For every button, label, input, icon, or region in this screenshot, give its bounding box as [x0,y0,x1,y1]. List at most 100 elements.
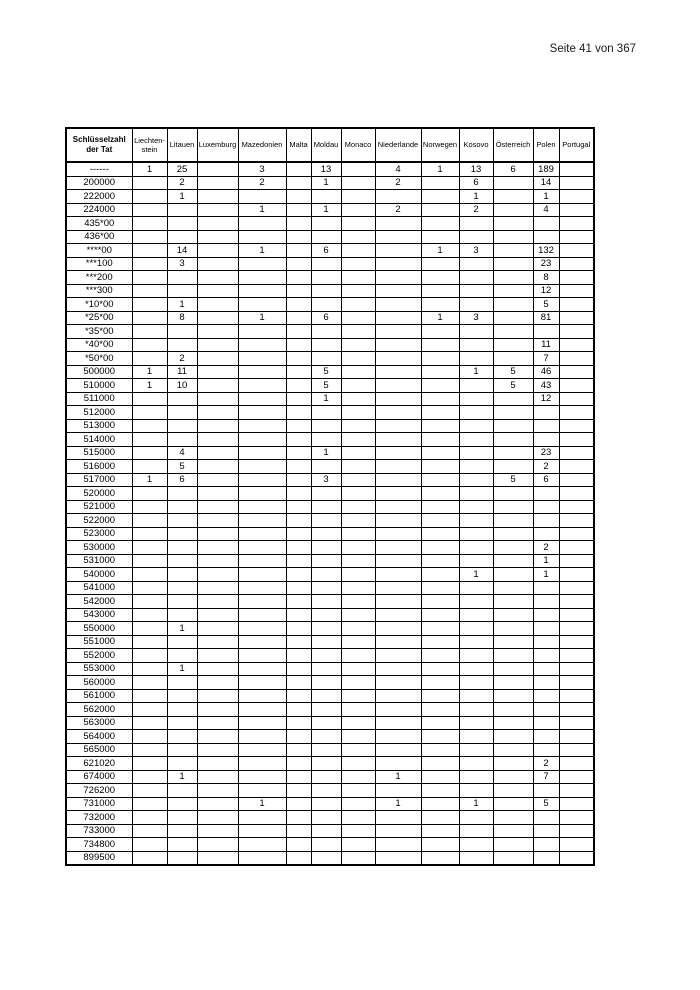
value-cell: 1 [310,175,342,190]
table-row: 511000 1 12 [65,391,595,406]
row-key-cell: 560000 [65,675,133,690]
value-cell [492,729,534,744]
value-cell: 2 [374,175,422,190]
value-cell: 6 [458,175,494,190]
value-cell [131,742,168,757]
value-cell [285,351,312,366]
value-cell: 11 [166,364,198,379]
value-cell [492,850,534,866]
column-header: Malta [285,127,312,163]
value-cell [458,850,494,866]
value-cell [196,810,239,825]
value-cell [458,526,494,541]
value-cell [131,229,168,244]
value-cell [340,189,376,204]
value-cell [532,729,560,744]
value-cell [196,189,239,204]
value-cell [131,310,168,325]
value-cell: 3 [458,243,494,258]
value-cell [196,161,239,177]
value-cell [196,472,239,487]
value-cell [310,850,342,866]
value-cell: 5 [532,297,560,312]
value-cell [492,796,534,811]
table-row: 563000 [65,715,595,730]
value-cell [420,675,460,690]
value-cell [340,216,376,231]
value-cell [558,621,595,636]
table-row: 733000 [65,823,595,838]
value-cell [196,823,239,838]
value-cell: 7 [532,769,560,784]
value-cell [131,621,168,636]
value-cell [237,837,287,852]
row-key-cell: *40*00 [65,337,133,352]
value-cell [196,594,239,609]
value-cell: 1 [420,243,460,258]
row-key-cell: ***200 [65,270,133,285]
value-cell: 2 [532,459,560,474]
value-cell [558,337,595,352]
value-cell [237,810,287,825]
value-cell [310,796,342,811]
value-cell [458,688,494,703]
value-cell [131,850,168,866]
value-cell [458,270,494,285]
value-cell [196,202,239,217]
value-cell [196,567,239,582]
table-row: 542000 [65,594,595,609]
value-cell [196,270,239,285]
row-key-cell: 562000 [65,702,133,717]
value-cell [285,175,312,190]
value-cell [374,648,422,663]
table-row: 732000 [65,810,595,825]
value-cell: 132 [532,243,560,258]
row-key-cell: 517000 [65,472,133,487]
table-row: 517000 1 6 3 5 6 [65,472,595,487]
table-row: 515000 4 1 23 [65,445,595,460]
value-cell [237,378,287,393]
value-cell [166,715,198,730]
value-cell [340,594,376,609]
value-cell [374,634,422,649]
value-cell [458,405,494,420]
table-row: 512000 [65,405,595,420]
value-cell [166,270,198,285]
value-cell [340,459,376,474]
value-cell [237,769,287,784]
value-cell [310,229,342,244]
value-cell [532,513,560,528]
column-header: Luxemburg [196,127,239,163]
value-cell: 6 [310,243,342,258]
value-cell: 1 [310,202,342,217]
value-cell [285,837,312,852]
value-cell [310,337,342,352]
value-cell [558,661,595,676]
value-cell [558,405,595,420]
value-cell [285,621,312,636]
table-row: ------ 1 25 3 13 4 1 13 6 189 [65,161,595,177]
value-cell [310,540,342,555]
value-cell [532,621,560,636]
table-row: 436*00 [65,229,595,244]
value-cell [558,729,595,744]
value-cell [374,594,422,609]
value-cell [340,472,376,487]
row-key-cell: 515000 [65,445,133,460]
data-table: Schlüsselzahl der Tat Liechten- stein Lit… [65,127,595,866]
value-cell [340,567,376,582]
value-cell [196,513,239,528]
value-cell [458,445,494,460]
value-cell [558,243,595,258]
value-cell [420,742,460,757]
value-cell [166,486,198,501]
value-cell [492,675,534,690]
value-cell [131,837,168,852]
value-cell [237,391,287,406]
value-cell: 1 [166,661,198,676]
value-cell [374,823,422,838]
value-cell [310,351,342,366]
value-cell [558,715,595,730]
table-row: 500000 1 11 5 1 5 46 [65,364,595,379]
value-cell: 5 [532,796,560,811]
